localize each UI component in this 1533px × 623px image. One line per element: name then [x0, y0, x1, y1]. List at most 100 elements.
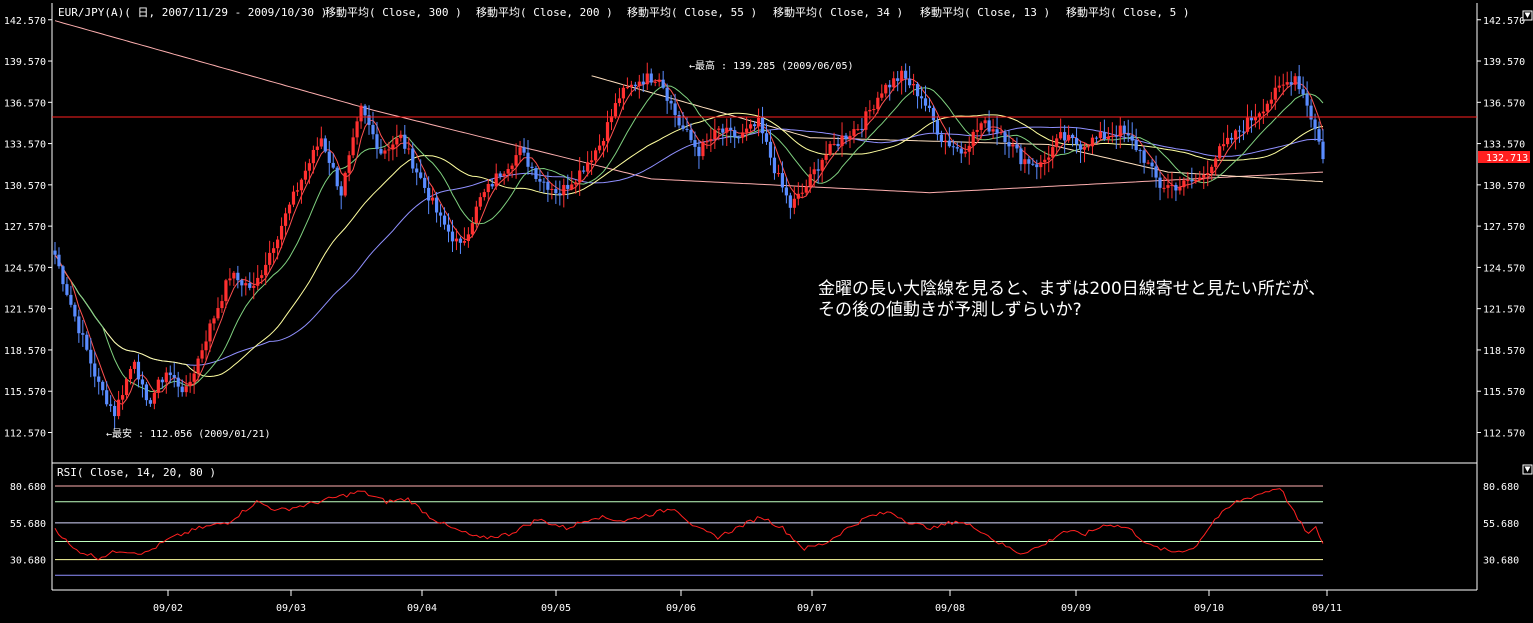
candle-body — [442, 215, 447, 225]
candle-body — [283, 213, 288, 226]
candle-body — [486, 183, 490, 193]
candle-body — [812, 169, 816, 175]
candle-body — [625, 87, 629, 89]
candle-body — [1190, 180, 1194, 182]
candle-body — [93, 363, 97, 377]
price-label-right: 130.570 — [1483, 181, 1525, 192]
candle-body — [224, 280, 228, 302]
candle-body — [176, 377, 180, 387]
price-label-left: 118.570 — [4, 346, 46, 357]
candle-body — [820, 159, 824, 171]
candle-body — [434, 197, 439, 213]
candle-body — [1011, 144, 1015, 147]
candle-body — [311, 149, 315, 164]
candle-body — [741, 132, 745, 138]
candle-body — [287, 204, 292, 214]
candle-body — [1317, 129, 1321, 142]
candle-body — [582, 170, 586, 172]
candle-body — [1182, 180, 1186, 188]
candle-body — [943, 140, 947, 142]
candle-body — [848, 135, 852, 140]
candle-body — [1067, 134, 1071, 141]
candle-body — [1214, 158, 1218, 167]
candle-body — [955, 147, 959, 149]
high-annotation: ←最高 : 139.285 (2009/06/05) — [689, 59, 854, 72]
candle-body — [391, 144, 395, 150]
x-label: 09/02 — [153, 603, 183, 614]
symbol-header: EUR/JPY(A)( 日, 2007/11/29 - 2009/10/30 ) — [58, 6, 327, 19]
candle-body — [633, 84, 637, 87]
candle-body — [1074, 138, 1079, 145]
candle-body — [1241, 131, 1246, 133]
candle-body — [192, 373, 196, 382]
scroll-up-icon[interactable] — [1522, 10, 1533, 21]
candle-body — [1090, 137, 1095, 147]
candle-body — [570, 184, 574, 189]
candle-body — [482, 192, 486, 198]
candle-body — [407, 148, 411, 150]
candle-body — [522, 147, 526, 153]
candle-body — [411, 148, 415, 169]
rsi-line-group — [54, 488, 1324, 561]
candle-body — [832, 143, 836, 145]
candle-body — [776, 173, 781, 175]
candle-body — [264, 264, 268, 276]
candle-body — [534, 168, 538, 179]
candle-body — [796, 193, 800, 199]
candle-body — [291, 191, 296, 205]
candle-body — [824, 154, 828, 160]
candle-body — [450, 231, 455, 242]
candle-body — [275, 239, 280, 249]
price-label-right: 139.570 — [1483, 57, 1525, 68]
x-label: 09/06 — [666, 603, 696, 614]
price-label-left: 136.570 — [4, 98, 46, 109]
candle-body — [554, 188, 558, 194]
price-label-left: 121.570 — [4, 305, 46, 316]
candle-body — [279, 225, 284, 240]
ma5-label: 移動平均( Close, 5 ) — [1066, 5, 1189, 19]
candle-body — [57, 254, 61, 267]
candle-body — [200, 350, 204, 359]
candle-body — [697, 146, 701, 157]
candle-body — [613, 103, 618, 117]
candle-body — [1150, 162, 1154, 167]
candle-body — [601, 140, 606, 146]
candle-body — [693, 140, 697, 147]
candle-body — [800, 192, 804, 194]
price-grid: 142.570 142.570 139.570 139.570 136.570 136.5… — [4, 16, 1525, 440]
candle-body — [494, 173, 498, 187]
candle-body — [136, 361, 141, 380]
candle-body — [784, 187, 788, 196]
candle-body — [1114, 135, 1118, 137]
ma55-label: 移動平均( Close, 55 ) — [627, 5, 757, 19]
candle-body — [335, 167, 339, 187]
candle-body — [1118, 125, 1122, 137]
panel-toggle-icon[interactable] — [1522, 464, 1533, 475]
candle-body — [260, 275, 264, 278]
candle-body — [248, 283, 252, 288]
candle-body — [1273, 87, 1277, 100]
candle-body — [113, 405, 117, 417]
candle-body — [244, 283, 248, 286]
candle-body — [81, 333, 85, 335]
price-label-right: 118.570 — [1483, 346, 1525, 357]
candle-body — [347, 155, 351, 173]
candle-body — [168, 372, 172, 376]
candle-body — [510, 165, 514, 169]
price-label-left: 112.570 — [4, 428, 46, 439]
candle-body — [1174, 184, 1178, 191]
candle-body — [1198, 177, 1202, 180]
candle-body — [669, 100, 673, 104]
candle-body — [518, 147, 522, 156]
candle-body — [689, 129, 693, 141]
candle-body — [105, 390, 109, 405]
candle-body — [908, 78, 912, 86]
candle-body — [196, 358, 200, 374]
candle-body — [387, 149, 391, 151]
candle-body — [124, 379, 129, 396]
comment-line-1: 金曜の長い大陰線を見ると、まずは200日線寄せと見たい所だが、 — [818, 279, 1325, 299]
candle-body — [904, 70, 908, 79]
candle-body — [729, 127, 733, 131]
candle-body — [470, 223, 474, 235]
